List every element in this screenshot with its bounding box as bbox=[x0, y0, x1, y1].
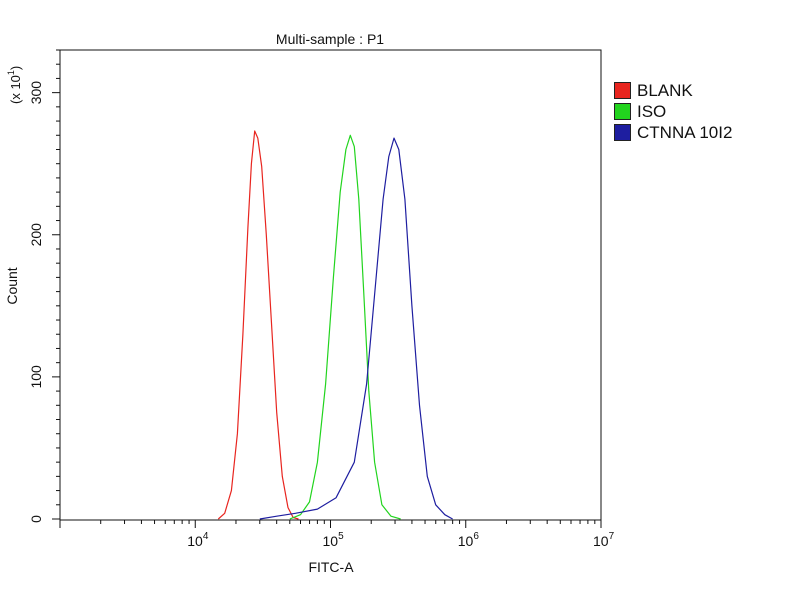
x-axis-label: FITC-A bbox=[308, 559, 354, 575]
chart-title: Multi-sample : P1 bbox=[276, 31, 384, 47]
x-tick-label: 105 bbox=[323, 531, 345, 549]
y-tick-label: 300 bbox=[28, 81, 44, 105]
legend-item-blank: BLANK bbox=[614, 80, 732, 101]
legend-label-blank: BLANK bbox=[637, 80, 693, 100]
series-line-blank bbox=[217, 130, 299, 520]
y-tick-label: 200 bbox=[28, 223, 44, 247]
y-tick-label: 0 bbox=[28, 515, 44, 523]
legend-item-iso: ISO bbox=[614, 101, 732, 122]
y-axis-multiplier-label: (x 101) bbox=[6, 66, 23, 104]
series-line-iso bbox=[289, 134, 401, 520]
svg-text:(x 101): (x 101) bbox=[6, 66, 23, 104]
legend-swatch-iso bbox=[614, 103, 631, 120]
y-multiplier-base: (x 10 bbox=[8, 75, 23, 104]
plot-frame bbox=[59, 49, 602, 521]
y-axis-label: Count bbox=[4, 267, 20, 304]
y-multiplier-exponent: 1 bbox=[6, 70, 16, 75]
y-multiplier-close: ) bbox=[8, 66, 23, 70]
x-tick-label: 106 bbox=[458, 531, 480, 549]
legend-swatch-ctnna bbox=[614, 124, 631, 141]
axis-ticks: 104 105 106 107 0 100 200 300 bbox=[28, 49, 615, 549]
x-tick-label: 104 bbox=[187, 531, 209, 549]
legend: BLANK ISO CTNNA 10I2 bbox=[614, 80, 732, 143]
legend-label-iso: ISO bbox=[637, 101, 667, 121]
y-tick-label: 100 bbox=[28, 365, 44, 389]
series-layer bbox=[217, 130, 453, 520]
x-tick-label: 107 bbox=[593, 531, 615, 549]
series-line-ctnna-10i2 bbox=[259, 137, 453, 520]
legend-swatch-blank bbox=[614, 82, 631, 99]
legend-item-ctnna: CTNNA 10I2 bbox=[614, 122, 732, 143]
legend-label-ctnna: CTNNA 10I2 bbox=[637, 122, 733, 142]
